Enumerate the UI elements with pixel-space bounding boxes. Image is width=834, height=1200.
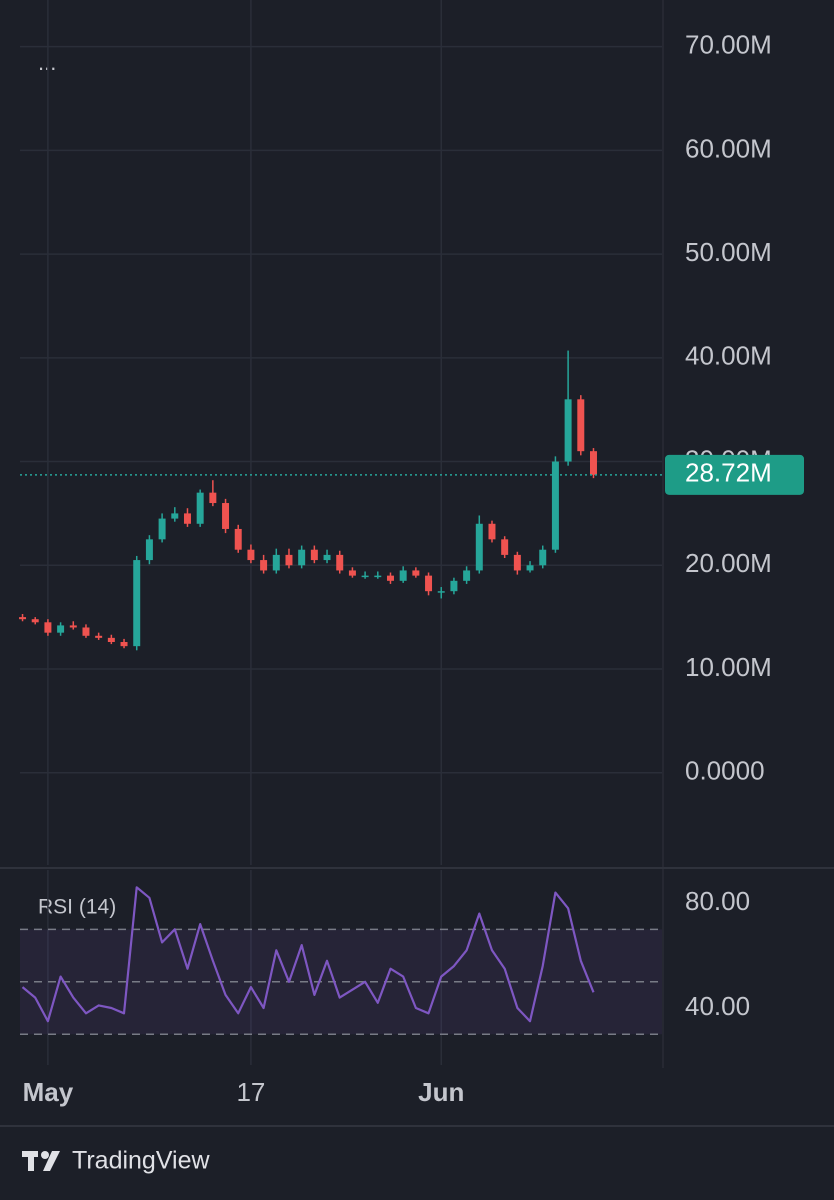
rsi-band-fill: [20, 929, 662, 1035]
candle-body: [564, 399, 572, 462]
candle-body: [336, 554, 344, 571]
candle-body: [437, 591, 445, 593]
candle-body: [234, 528, 242, 550]
candle-body: [133, 560, 141, 647]
candle-body: [475, 523, 483, 571]
y-tick-label: 60.00M: [685, 133, 772, 163]
candle-body: [260, 560, 268, 571]
candle-body: [298, 549, 306, 566]
candle-body: [589, 451, 597, 475]
y-tick-label: 0.0000: [685, 756, 765, 786]
x-tick-label: May: [23, 1077, 74, 1107]
candle-body: [183, 513, 191, 524]
candle-body: [374, 575, 382, 578]
y-tick-label: 40.00: [685, 991, 750, 1021]
candle-body: [120, 642, 128, 647]
candle-body: [209, 492, 217, 504]
candle-body: [539, 549, 547, 566]
y-tick-label: 50.00M: [685, 237, 772, 267]
candle-body: [399, 570, 407, 581]
candle-body: [196, 492, 204, 524]
candle-body: [82, 627, 90, 636]
y-tick-label: 40.00M: [685, 341, 772, 371]
last-price-badge: [665, 454, 804, 495]
brand-name[interactable]: TradingView: [72, 1147, 211, 1175]
candle-body: [501, 539, 509, 555]
candle-body: [463, 570, 471, 581]
candle-body: [31, 619, 39, 623]
candle-body: [526, 565, 534, 571]
candle-body: [361, 575, 369, 578]
candle-body: [412, 570, 420, 576]
candle-body: [171, 513, 179, 519]
y-tick-label: 10.00M: [685, 652, 772, 682]
candle-body: [310, 549, 318, 561]
y-tick-label: 20.00M: [685, 548, 772, 578]
candle-body: [107, 637, 115, 643]
candle-body: [158, 518, 166, 540]
candle-body: [348, 570, 356, 576]
candle-body: [44, 622, 52, 633]
candle-body: [386, 575, 394, 581]
x-tick-label: 17: [236, 1077, 265, 1107]
candle-body: [285, 554, 293, 566]
candle-body: [488, 523, 496, 540]
candle-body: [145, 539, 153, 561]
candle-body: [272, 554, 280, 571]
rsi-title: RSI (14): [38, 896, 116, 919]
rsi-line: [21, 886, 595, 1023]
candle-body: [222, 503, 230, 529]
candle-body: [513, 554, 521, 571]
y-tick-label: 80.00: [685, 886, 750, 916]
candle-body: [551, 461, 559, 550]
candle-body: [57, 625, 65, 633]
candle-body: [95, 635, 103, 638]
candle-body: [247, 549, 255, 561]
last-price-label: 28.72M: [685, 458, 772, 488]
x-tick-label: Jun: [418, 1077, 464, 1107]
brand-logo: [22, 1151, 60, 1171]
candle-body: [19, 617, 27, 620]
candle-body: [323, 554, 331, 561]
candle-body: [425, 575, 433, 592]
candle-body: [450, 580, 458, 592]
candle-body: [69, 625, 77, 628]
y-tick-label: 70.00M: [685, 30, 772, 60]
candle-body: [577, 399, 585, 452]
